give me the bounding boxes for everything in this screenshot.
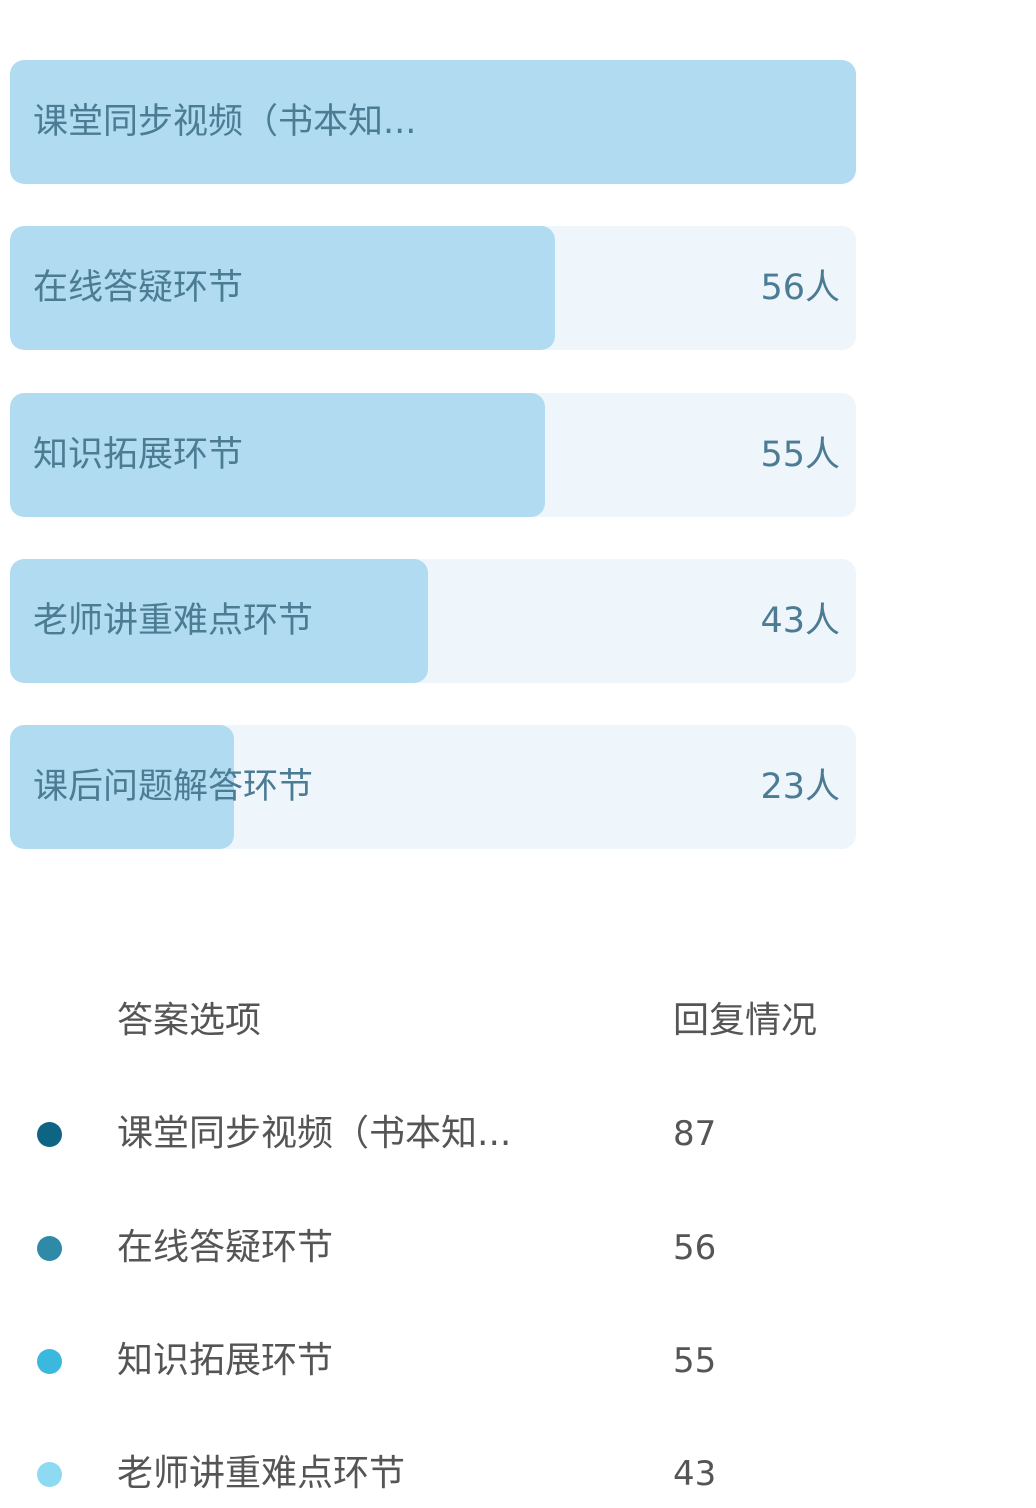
bar-count-label: 55人	[760, 435, 840, 475]
bar-track: 课堂同步视频（书本知...	[10, 60, 856, 184]
option-label: 在线答疑环节	[117, 1227, 334, 1268]
legend-dot-icon	[37, 1462, 62, 1487]
table-row: 老师讲重难点环节 43	[0, 1449, 1036, 1499]
option-label: 知识拓展环节	[117, 1340, 334, 1381]
table-row: 课堂同步视频（书本知... 87	[0, 1109, 1036, 1159]
bar-fill	[10, 559, 429, 683]
reply-count: 43	[673, 1454, 717, 1494]
reply-count: 87	[673, 1114, 717, 1154]
legend-dot-icon	[37, 1122, 62, 1147]
option-label: 课堂同步视频（书本知...	[117, 1113, 512, 1154]
bar-fill	[10, 393, 545, 517]
bar-count-label: 43人	[760, 601, 840, 641]
header-option: 答案选项	[117, 1000, 262, 1041]
legend-dot-icon	[37, 1349, 62, 1374]
bar-fill	[10, 725, 234, 849]
bar-track: 知识拓展环节 55人	[10, 393, 856, 517]
bar-count-label: 56人	[760, 268, 840, 308]
table-row: 知识拓展环节 55	[0, 1336, 1036, 1386]
bar-track: 老师讲重难点环节 43人	[10, 559, 856, 683]
option-label: 老师讲重难点环节	[117, 1453, 406, 1494]
legend-dot-icon	[37, 1236, 62, 1261]
bar-label: 老师讲重难点环节	[33, 601, 314, 641]
bar-label: 在线答疑环节	[33, 268, 244, 308]
bar-fill	[10, 60, 856, 184]
bar-track: 课后问题解答环节 23人	[10, 725, 856, 849]
reply-count: 55	[673, 1341, 717, 1381]
bar-fill	[10, 226, 555, 350]
bar-track: 在线答疑环节 56人	[10, 226, 856, 350]
bar-label: 课后问题解答环节	[33, 767, 314, 807]
table-row: 在线答疑环节 56	[0, 1223, 1036, 1273]
bar-count-label: 23人	[760, 767, 840, 807]
bar-label: 课堂同步视频（书本知...	[33, 102, 417, 142]
header-reply: 回复情况	[673, 1000, 818, 1041]
bar-label: 知识拓展环节	[33, 435, 244, 475]
reply-count: 56	[673, 1228, 717, 1268]
